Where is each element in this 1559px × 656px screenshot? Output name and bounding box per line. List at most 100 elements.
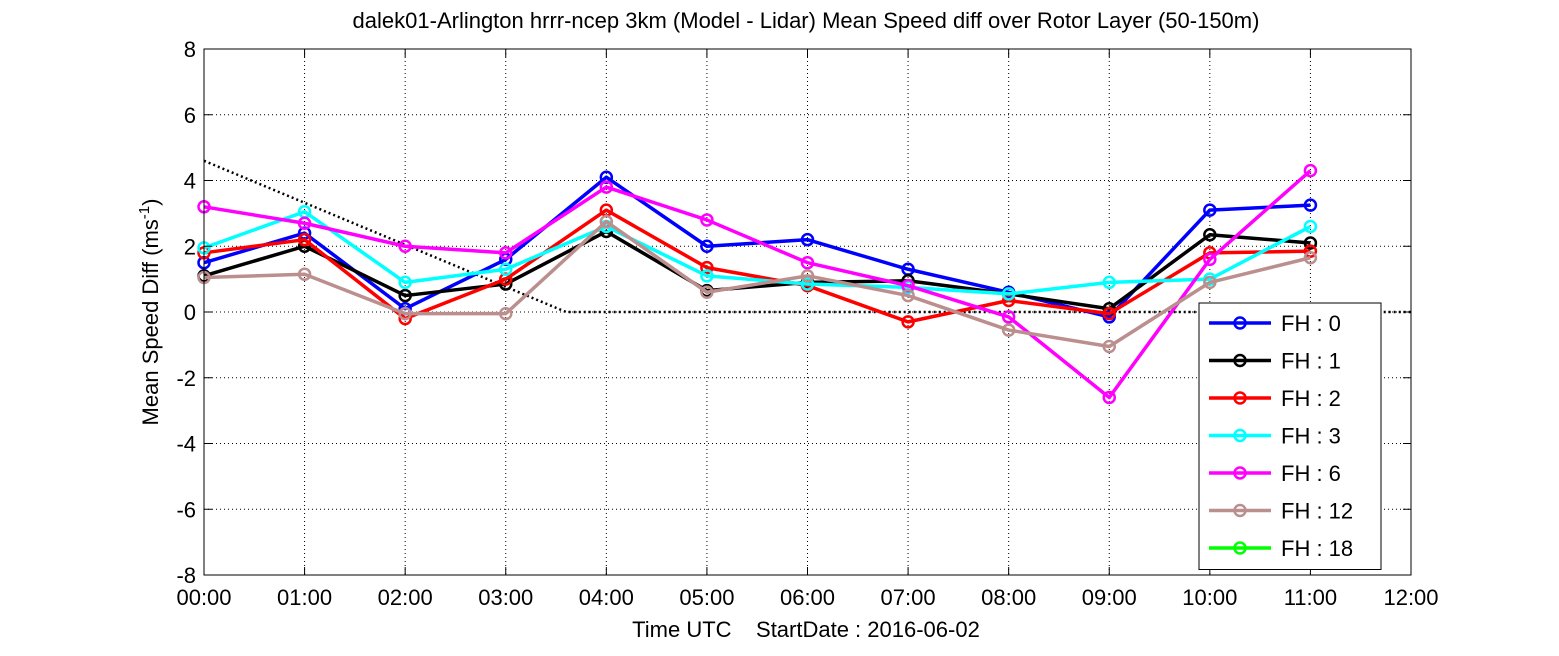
series-group [197,163,1318,405]
y-tick-label: -6 [176,497,196,522]
data-point [800,255,815,270]
data-point [297,267,312,281]
legend-swatch-marker [1233,428,1247,443]
x-tick-label: 11:00 [1284,585,1337,610]
data-point [1303,198,1318,212]
data-point [700,260,714,275]
legend-swatch-marker [1233,353,1247,368]
series-line [203,219,1311,349]
data-point [800,269,815,283]
y-tick-label: 2 [184,234,196,259]
data-point [499,306,513,321]
legend-entry: FH : 18 [1209,536,1353,561]
series-line [203,169,1312,400]
legend-swatch-marker [1233,466,1247,480]
chart-title: dalek01-Arlington hrrr-ncep 3km (Model -… [353,8,1260,33]
x-tick-label: 00:00 [176,585,231,610]
series-line [203,208,1311,324]
data-point [800,277,815,291]
data-point [1303,251,1318,265]
data-point [1203,227,1217,242]
y-tick-label: -8 [176,563,196,588]
series-fh-12 [197,214,1318,354]
y-axis-label-main: Mean Speed Diff (ms [138,219,163,425]
series-fh-6 [197,163,1318,405]
data-point [499,246,513,260]
x-tick-label: 01:00 [277,585,332,610]
legend-swatch-marker [1233,503,1247,518]
series-fh-1 [197,224,1318,316]
legend-entry: FH : 2 [1209,386,1341,411]
series-line [203,229,1311,311]
data-point [1203,275,1217,290]
legend-swatch-marker [1233,391,1247,405]
legend-entry: FH : 0 [1209,311,1341,336]
data-point [499,262,513,277]
legend-label: FH : 0 [1281,311,1341,336]
x-tick-label: 07:00 [881,585,936,610]
data-point [1001,287,1016,301]
data-point [1102,306,1116,321]
data-point [700,285,714,300]
series-fh-2 [197,203,1318,329]
data-point [297,216,312,230]
y-tick-label: -4 [176,432,196,457]
y-axis-label: Mean Speed Diff (ms-1) [136,199,163,426]
data-point [398,306,412,321]
data-point [1303,163,1318,178]
x-tick-label: 06:00 [780,585,835,610]
data-point [700,269,714,283]
x-tick-label: 08:00 [981,585,1036,610]
legend-label: FH : 18 [1281,536,1353,561]
x-tick-label: 12:00 [1383,585,1438,610]
data-point [1001,310,1016,324]
data-point [901,288,915,303]
data-point [700,239,714,253]
data-point [1303,244,1318,258]
data-point [297,232,312,247]
x-tick-label: 09:00 [1082,585,1137,610]
data-point [599,214,614,229]
legend-entry: FH : 12 [1209,499,1353,524]
data-point [1001,323,1016,337]
data-point [1303,219,1318,234]
data-point [1102,339,1116,354]
x-tick-label: 03:00 [478,585,533,610]
y-axis-label-sup: -1 [136,206,153,219]
series-line [203,209,1312,296]
data-point [800,232,815,247]
x-tick-label: 02:00 [378,585,433,610]
y-tick-label: 8 [184,37,196,62]
legend: FH : 0 FH : 1 FH : 2 FH : 3 FH : 6 FH : 12 FH … [1198,302,1382,570]
x-axis-label: Time UTC StartDate : 2016-06-02 [632,617,980,642]
y-ticks: -8 -6 -4 -2 0 2 4 6 8 [176,37,1411,588]
x-tick-label: 10:00 [1182,585,1237,610]
series-line [203,175,1311,319]
legend-label: FH : 6 [1281,461,1341,486]
data-point [398,275,412,290]
legend-label: FH : 12 [1281,499,1353,524]
data-point [599,180,614,194]
y-tick-label: 0 [184,300,196,325]
legend-label: FH : 1 [1281,349,1341,374]
y-axis-label-close: ) [138,199,163,206]
data-point [398,288,412,303]
y-tick-label: -2 [176,366,196,391]
legend-entry: FH : 6 [1209,461,1341,486]
data-point [1303,236,1318,250]
data-point [398,239,412,253]
reference-line [203,159,1411,314]
legend-label: FH : 3 [1281,424,1341,449]
data-point [901,315,915,329]
x-tick-label: 04:00 [579,585,634,610]
legend-label: FH : 2 [1281,386,1341,411]
legend-entry: FH : 1 [1209,349,1341,374]
data-point [1203,252,1217,267]
x-tick-label: 05:00 [679,585,734,610]
y-tick-label: 4 [184,169,196,194]
legend-swatch-marker [1233,316,1247,330]
reference-dotted-line [203,159,1411,314]
y-tick-label: 6 [184,103,196,128]
x-ticks: 00:00 01:00 02:00 03:00 04:00 05:00 06:00 07:00… [176,49,1439,610]
